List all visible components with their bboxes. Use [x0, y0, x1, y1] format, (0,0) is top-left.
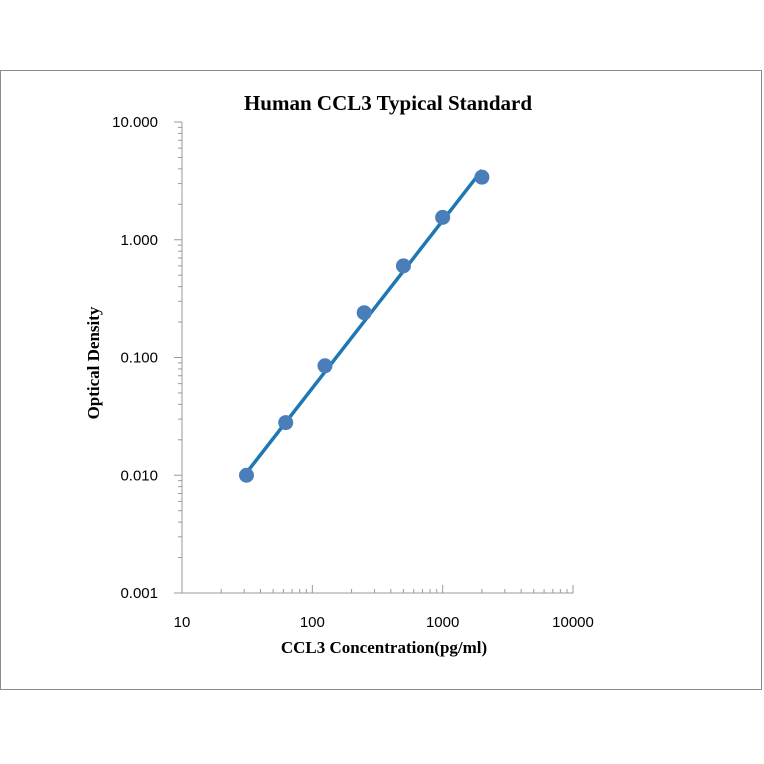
tick-labels: 0.001 0.010 0.100 1.000 10.000 10 100 1000 10000: [112, 114, 594, 631]
data-point: [395, 258, 411, 274]
y-tick-label: 0.010: [120, 467, 158, 484]
x-axis-label: CCL3 Concentration(pg/ml): [281, 638, 487, 657]
y-tick-label: 0.001: [120, 585, 158, 602]
data-point: [238, 467, 254, 483]
data-point: [435, 209, 451, 225]
axes: [181, 122, 573, 594]
x-tick-label: 10: [174, 614, 191, 631]
y-axis-label: Optical Density: [84, 306, 103, 419]
data-point: [278, 415, 294, 431]
x-tick-label: 100: [300, 614, 325, 631]
data-point: [474, 169, 490, 185]
y-tick-label: 10.000: [112, 114, 158, 131]
y-tick-label: 0.100: [120, 350, 158, 367]
chart-title: Human CCL3 Typical Standard: [244, 91, 532, 115]
ticks: [174, 121, 574, 594]
data-point: [356, 305, 372, 321]
x-tick-label: 1000: [426, 614, 459, 631]
data-point: [317, 358, 333, 374]
x-tick-label: 10000: [552, 614, 594, 631]
y-tick-label: 1.000: [120, 232, 158, 249]
chart-frame: [0, 70, 762, 690]
data-points: [238, 169, 490, 483]
